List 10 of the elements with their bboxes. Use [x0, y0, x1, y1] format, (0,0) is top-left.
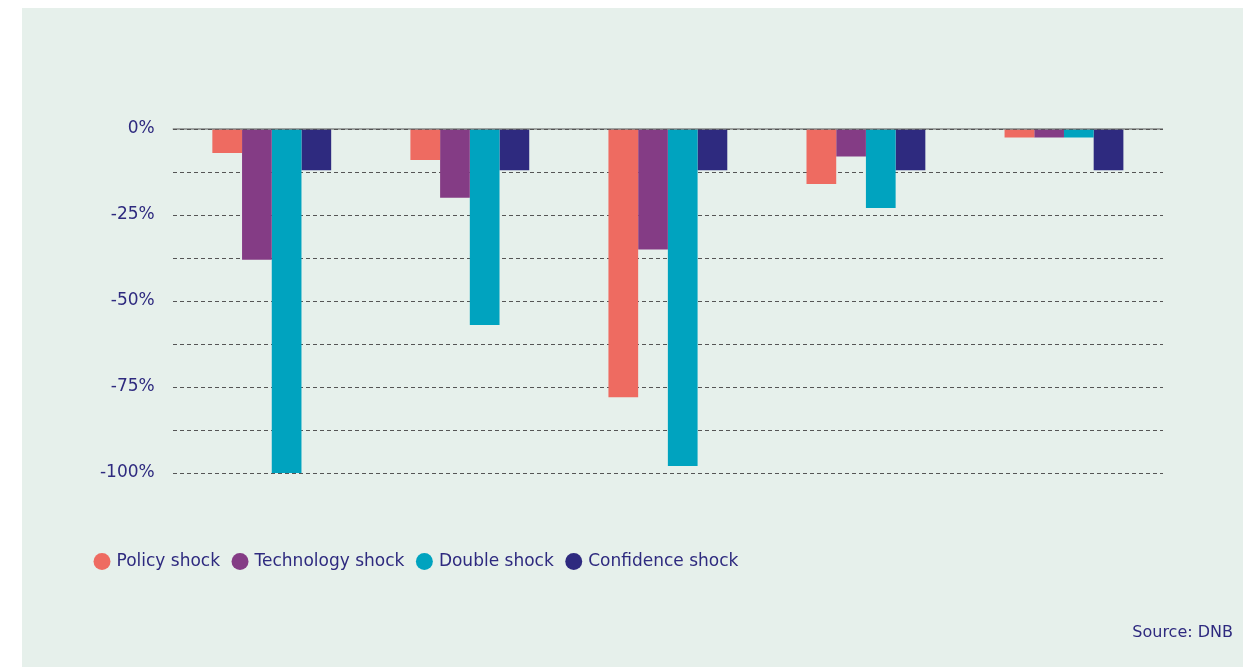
legend-label: Policy shock: [116, 549, 221, 570]
y-tick-label: -100%: [99, 461, 155, 482]
legend-label: Double shock: [438, 549, 554, 570]
legend-label: Technology shock: [253, 549, 405, 570]
y-tick-label: -50%: [110, 289, 155, 310]
y-tick-label: -75%: [110, 375, 155, 396]
source-note: Source: DNB: [1132, 622, 1233, 641]
y-tick-label: -25%: [110, 203, 155, 224]
legend-label: Confidence shock: [588, 549, 739, 570]
y-tick-label: 0%: [127, 117, 155, 138]
